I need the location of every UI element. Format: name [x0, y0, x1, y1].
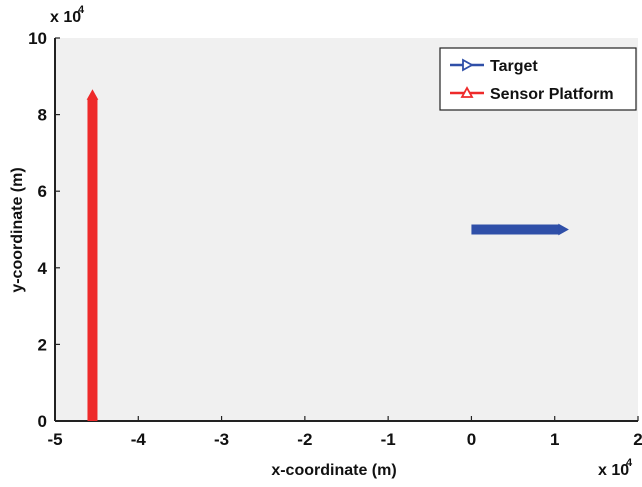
x-tick-label: -3 [214, 430, 229, 449]
x-multiplier-exponent: 4 [626, 457, 633, 469]
legend-swatch-marker-1 [460, 86, 474, 98]
legend-entry-label: Target [490, 58, 538, 75]
series-end-marker-0 [558, 223, 569, 236]
y-tick-label: 2 [38, 335, 47, 354]
x-tick-label: 1 [550, 430, 559, 449]
y-tick-label: 10 [28, 29, 47, 48]
x-multiplier-text: x 10 [598, 462, 629, 479]
x-axis-label: x-coordinate (m) [271, 462, 396, 479]
x-tick-label: -1 [381, 430, 396, 449]
x-tick-label: -4 [131, 430, 147, 449]
legend-entry-label: Sensor Platform [490, 86, 614, 103]
y-tick-label: 8 [38, 106, 47, 125]
x-tick-label: -2 [297, 430, 312, 449]
series-end-marker-1 [86, 89, 99, 100]
y-tick-label: 4 [38, 259, 48, 278]
legend-swatch-marker-0 [462, 58, 474, 72]
y-axis-multiplier: x 10 4 [50, 4, 85, 26]
y-axis-label: y-coordinate (m) [9, 167, 26, 292]
x-tick-label: 0 [467, 430, 476, 449]
y-multiplier-text: x 10 [50, 9, 81, 26]
x-tick-label: -5 [47, 430, 62, 449]
legend-box [439, 47, 637, 111]
x-axis-multiplier: x 10 4 [598, 457, 633, 479]
y-tick-label: 0 [38, 412, 47, 431]
y-tick-label: 6 [38, 182, 47, 201]
y-multiplier-exponent: 4 [78, 4, 85, 16]
x-tick-label: 2 [633, 430, 642, 449]
